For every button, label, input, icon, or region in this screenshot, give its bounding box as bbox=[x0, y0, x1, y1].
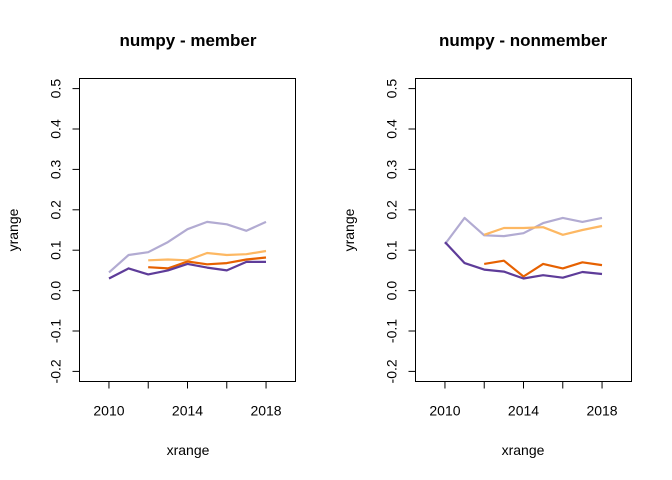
y-tick-label: 0.3 bbox=[48, 159, 64, 179]
series-line-0 bbox=[444, 216, 603, 245]
y-tick-label: 0.4 bbox=[48, 119, 64, 139]
panel-nonmember: numpy - nonmember xrange yrange 2010 2014… bbox=[341, 31, 632, 458]
y-tick-label: 0.0 bbox=[384, 281, 400, 301]
panel-member: numpy - member xrange yrange 2010 2014 201… bbox=[5, 31, 296, 458]
x-tick-label: 2014 bbox=[172, 403, 203, 419]
y-tick-label: 0.2 bbox=[48, 200, 64, 220]
y-tick-label: 0.0 bbox=[48, 281, 64, 301]
series-line-3 bbox=[108, 260, 266, 280]
y-tick-label: -0.1 bbox=[384, 319, 400, 343]
x-tick-label: 2010 bbox=[93, 403, 124, 419]
y-tick-label: -0.1 bbox=[48, 319, 64, 343]
y-tick-label: 0.2 bbox=[384, 200, 400, 220]
y-axis-label: yrange bbox=[341, 208, 357, 251]
y-tick-label: 0.4 bbox=[384, 119, 400, 139]
series-group bbox=[108, 220, 267, 280]
series-group bbox=[444, 216, 603, 280]
series-line-2 bbox=[148, 256, 267, 270]
y-tick-label: -0.2 bbox=[384, 359, 400, 383]
axis-ticks: 2010 2014 2018 -0.2 -0.1 0.0 0.1 0.2 0.3 0.4 0.5 bbox=[384, 79, 618, 419]
x-axis-label: xrange bbox=[502, 442, 545, 458]
series-line-0 bbox=[108, 220, 267, 274]
x-tick-label: 2010 bbox=[429, 403, 460, 419]
y-tick-label: 0.1 bbox=[48, 240, 64, 260]
x-axis-label: xrange bbox=[167, 442, 210, 458]
y-axis-label: yrange bbox=[5, 208, 21, 251]
x-tick-label: 2014 bbox=[508, 403, 539, 419]
series-line-2 bbox=[484, 259, 603, 278]
y-tick-label: -0.2 bbox=[48, 359, 64, 383]
axis-ticks: 2010 2014 2018 -0.2 -0.1 0.0 0.1 0.2 0.3 0.4 0.5 bbox=[48, 79, 282, 419]
x-tick-label: 2018 bbox=[250, 403, 281, 419]
chart-title: numpy - nonmember bbox=[439, 31, 608, 50]
y-tick-label: 0.5 bbox=[384, 79, 400, 99]
x-tick-label: 2018 bbox=[586, 403, 617, 419]
y-tick-label: 0.5 bbox=[48, 79, 64, 99]
y-tick-label: 0.3 bbox=[384, 159, 400, 179]
series-line-1 bbox=[483, 224, 603, 236]
y-tick-label: 0.1 bbox=[384, 240, 400, 260]
series-line-1 bbox=[148, 249, 267, 262]
plot-area bbox=[415, 78, 632, 382]
series-line-3 bbox=[444, 241, 603, 280]
chart-title: numpy - member bbox=[120, 31, 257, 50]
